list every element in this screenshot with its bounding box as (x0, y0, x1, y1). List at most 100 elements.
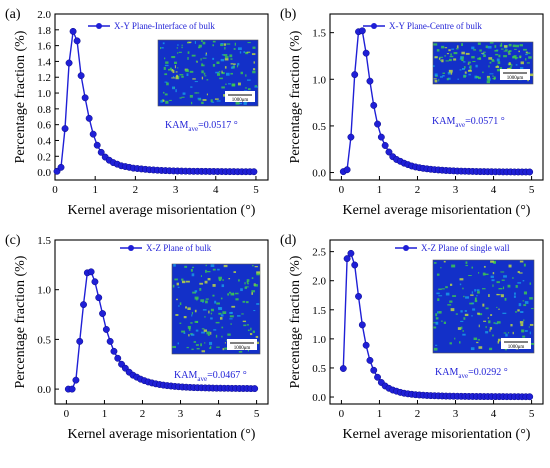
y-axis-label: Percentage fraction (%) (13, 30, 28, 163)
y-tick-label: 2.0 (37, 9, 51, 21)
data-point (385, 148, 393, 156)
data-point (65, 59, 73, 67)
x-tick-label: 2 (415, 408, 421, 420)
data-point (106, 337, 114, 345)
data-point (110, 347, 118, 355)
ebsd-inset-image: 1000μm (157, 39, 259, 107)
y-tick-label: 1.2 (37, 72, 51, 84)
legend: X-Y Plane-Interface of bulk (88, 21, 215, 31)
y-tick-label: 0.6 (37, 120, 51, 132)
chart-svg: 0 1 2 3 4 5 0.0 0.5 1.0 1.5 2.0 2.5 Kernel average m… (280, 233, 544, 442)
x-tick-label: 3 (453, 408, 459, 420)
chart-panel-b: 0 1 2 3 4 5 0.0 0.5 1.0 1.5 Kernel average misorie… (275, 0, 550, 232)
data-point (358, 321, 366, 329)
data-point (377, 133, 385, 141)
axes-frame (54, 13, 269, 181)
data-point (355, 292, 362, 300)
panel-label: (d) (280, 233, 297, 248)
data-point (85, 114, 93, 122)
ebsd-inset-image: 1000μm (432, 259, 535, 354)
legend-label: X-Y Plane-Interface of bulk (114, 21, 215, 31)
data-point (366, 356, 374, 364)
y-tick-label: 1.5 (312, 305, 326, 317)
x-tick-label: 0 (339, 408, 345, 420)
scale-bar-label: 1000μm (234, 346, 251, 351)
axes-frame (329, 239, 544, 405)
data-point (358, 27, 366, 35)
y-tick-label: 0.2 (37, 151, 51, 163)
legend-label: X-Z Plane of single wall (421, 243, 510, 253)
y-tick-label: 2.0 (312, 276, 326, 288)
x-axis-label: Kernel average misorientation (°) (68, 203, 256, 218)
x-tick-label: 2 (133, 184, 139, 196)
y-tick-label: 1.5 (37, 235, 51, 247)
data-point (370, 101, 378, 109)
y-tick-label: 1.5 (312, 28, 326, 40)
y-tick-label: 0.5 (312, 121, 326, 133)
chart-svg: 0 1 2 3 4 5 0.0 0.5 1.0 1.5 Kernel average misorie… (5, 233, 269, 442)
kam-annotation: KAMave=0.0571 ° (432, 116, 505, 129)
data-point (362, 341, 370, 349)
data-point (526, 168, 534, 176)
y-tick-label: 0.0 (312, 392, 326, 404)
kam-annotation: KAMave=0.0517 ° (165, 120, 238, 133)
data-point (73, 37, 81, 45)
y-tick-label: 0.0 (312, 168, 326, 180)
data-point (69, 27, 77, 35)
data-point (370, 366, 378, 374)
chart-svg: 0 1 2 3 4 5 0.0 0.2 0.4 0.6 0.8 1.0 1.2 1.4 1.6 1.8 2.0 K… (5, 7, 269, 218)
data-point (339, 365, 347, 372)
data-point (77, 72, 85, 80)
scale-bar-label: 1000μm (232, 98, 249, 103)
data-point (76, 337, 84, 345)
data-point (351, 261, 359, 269)
y-tick-label: 1.0 (37, 88, 51, 100)
ebsd-inset-image: 1000μm (432, 41, 534, 85)
chart-svg: 0 1 2 3 4 5 0.0 0.5 1.0 1.5 Kernel average misorie… (280, 7, 544, 218)
x-tick-label: 4 (216, 408, 222, 420)
data-point (99, 310, 106, 318)
data-point (250, 168, 258, 176)
panel-label: (a) (5, 7, 21, 22)
ebsd-inset-image: 1000μm (171, 263, 261, 355)
data-point (374, 373, 381, 381)
y-axis-label: Percentage fraction (%) (288, 30, 303, 163)
data-point (81, 94, 89, 102)
x-tick-label: 1 (102, 408, 108, 420)
scale-bar-label: 1000μm (507, 76, 524, 81)
x-axis-label: Kernel average misorientation (°) (343, 427, 531, 442)
y-tick-label: 0.0 (37, 167, 51, 179)
y-tick-label: 1.0 (312, 334, 326, 346)
legend: X-Y Plane-Centre of bulk (363, 21, 482, 31)
data-point (89, 130, 97, 138)
y-tick-label: 1.0 (37, 285, 51, 297)
data-point (362, 49, 370, 57)
x-tick-label: 0 (52, 184, 58, 196)
data-point (526, 393, 534, 401)
x-tick-label: 5 (253, 184, 259, 196)
legend: X-Z Plane of bulk (120, 243, 212, 253)
x-tick-label: 2 (140, 408, 146, 420)
data-point (343, 166, 351, 174)
data-point (347, 249, 355, 257)
y-tick-label: 1.4 (37, 56, 51, 68)
x-tick-label: 2 (415, 184, 421, 196)
data-point (57, 163, 65, 171)
data-point (95, 294, 103, 302)
panel-label: (b) (280, 7, 297, 22)
legend: X-Z Plane of single wall (395, 243, 510, 253)
chart-panel-c: 0 1 2 3 4 5 0.0 0.5 1.0 1.5 Kernel average misorie… (0, 232, 275, 463)
chart-panel-d: 0 1 2 3 4 5 0.0 0.5 1.0 1.5 2.0 2.5 Kernel average m… (275, 232, 550, 463)
x-tick-label: 3 (173, 184, 179, 196)
axes-frame (54, 239, 269, 405)
y-tick-label: 1.8 (37, 25, 51, 37)
x-tick-label: 5 (529, 184, 535, 196)
data-point (80, 301, 87, 309)
y-tick-label: 0.5 (37, 334, 51, 346)
y-axis-label: Percentage fraction (%) (13, 255, 28, 388)
kam-annotation: KAMave=0.0467 ° (174, 370, 247, 383)
y-tick-label: 1.0 (312, 74, 326, 86)
x-tick-label: 5 (254, 408, 260, 420)
data-point (72, 376, 80, 384)
data-point (87, 268, 95, 276)
